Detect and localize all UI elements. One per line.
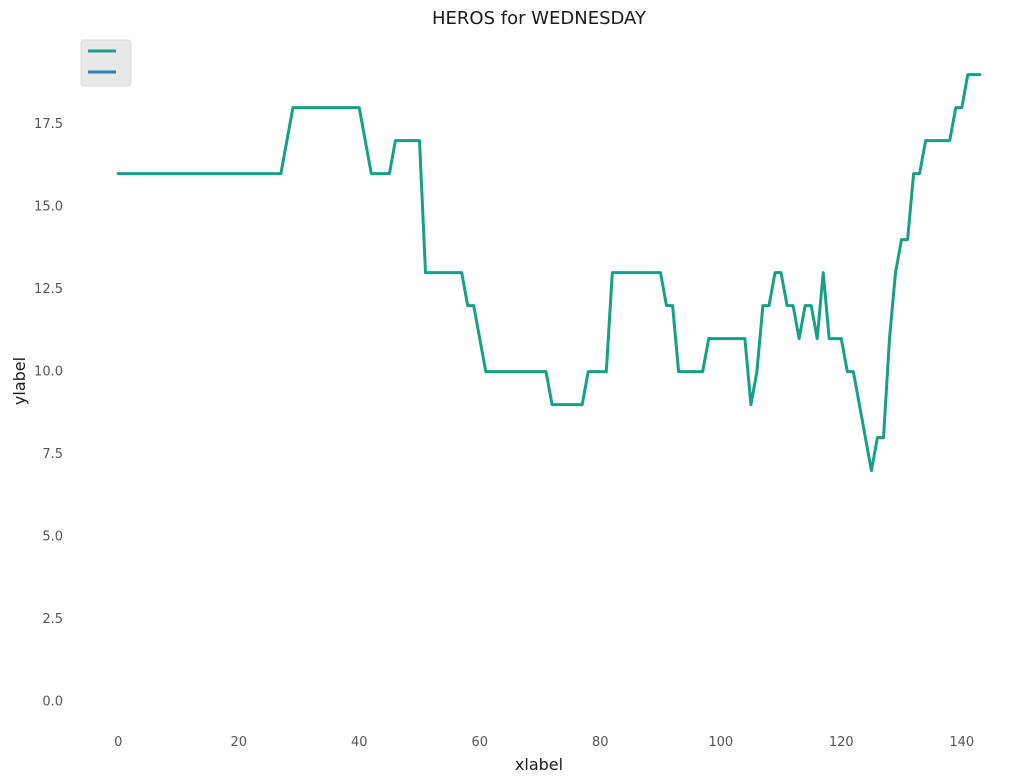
y-tick-label: 10.0 bbox=[34, 365, 63, 380]
x-tick-label: 40 bbox=[351, 735, 368, 750]
x-tick-label: 140 bbox=[949, 735, 974, 750]
legend-box bbox=[80, 39, 132, 87]
x-axis-label: xlabel bbox=[515, 755, 563, 774]
x-tick-label: 20 bbox=[230, 735, 247, 750]
y-tick-label: 7.5 bbox=[42, 447, 63, 462]
x-tick-label: 120 bbox=[829, 735, 854, 750]
y-axis-ticks: 0.0 2.5 5.0 7.5 10.0 12.5 15.0 17.5 bbox=[34, 117, 63, 710]
y-tick-label: 15.0 bbox=[34, 200, 63, 215]
series-layer bbox=[116, 73, 982, 473]
chart-title: HEROS for WEDNESDAY bbox=[432, 8, 647, 29]
y-tick-label: 17.5 bbox=[34, 117, 63, 132]
y-tick-label: 0.0 bbox=[42, 695, 63, 710]
y-tick-label: 2.5 bbox=[42, 612, 63, 627]
x-tick-label: 60 bbox=[471, 735, 488, 750]
y-tick-label: 12.5 bbox=[34, 282, 63, 297]
x-tick-label: 100 bbox=[708, 735, 733, 750]
x-tick-label: 0 bbox=[114, 735, 122, 750]
y-tick-label: 5.0 bbox=[42, 530, 63, 545]
x-axis-ticks: 0 20 40 60 80 100 120 140 bbox=[114, 735, 974, 750]
series-line-1 bbox=[116, 73, 982, 473]
x-tick-label: 80 bbox=[592, 735, 609, 750]
legend bbox=[80, 39, 132, 87]
y-axis-label: ylabel bbox=[10, 357, 29, 405]
